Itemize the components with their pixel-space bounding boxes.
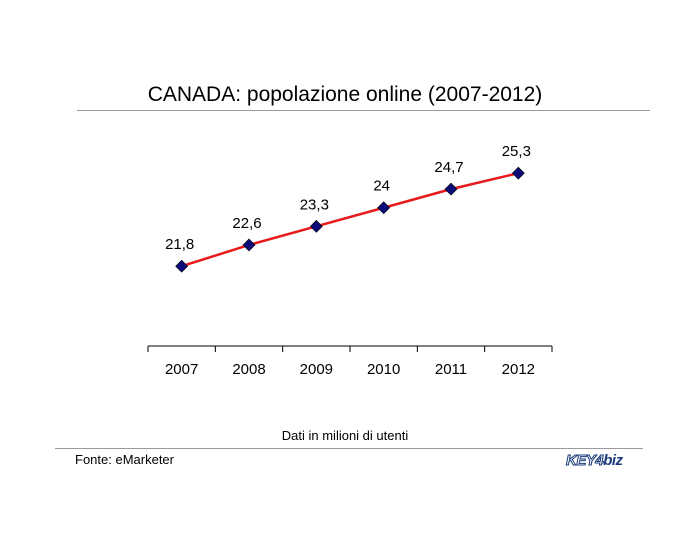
series-line-group [181,171,519,268]
source-note: Fonte: eMarketer [75,452,174,467]
x-tick-label: 2009 [300,361,333,378]
data-label: 23,3 [300,196,329,213]
data-markers [175,166,525,273]
data-label: 22,6 [232,215,261,232]
footer-divider [55,448,643,449]
x-tick-label: 2011 [435,361,467,378]
title-divider [77,110,650,111]
x-axis [147,345,553,352]
data-label: 21,8 [165,236,194,253]
data-point [175,259,189,273]
data-label: 25,3 [502,143,531,160]
x-tick-label: 2010 [367,361,400,378]
data-point [444,182,458,196]
data-point [242,238,256,252]
data-point [377,201,391,215]
series-line [181,171,519,268]
logo-biz: biz [603,452,623,469]
data-labels: 21,8 22,6 23,3 24 24,7 25,3 [165,143,531,253]
chart-title: CANADA: popolazione online (2007-2012) [147,83,543,106]
data-label: 24 [373,178,390,195]
data-point [309,219,323,233]
unit-note: Dati in milioni di utenti [281,428,409,443]
x-tick-label: 2007 [165,361,198,378]
logo-key: KEY4 [565,452,604,470]
x-tick-label: 2012 [502,361,535,378]
key4biz-logo: KEY4biz [565,452,623,470]
x-tick-labels: 2007 2008 2009 2010 2011 2012 [165,361,535,378]
data-label: 24,7 [434,159,463,176]
x-tick-label: 2008 [232,361,265,378]
data-point [511,166,525,180]
